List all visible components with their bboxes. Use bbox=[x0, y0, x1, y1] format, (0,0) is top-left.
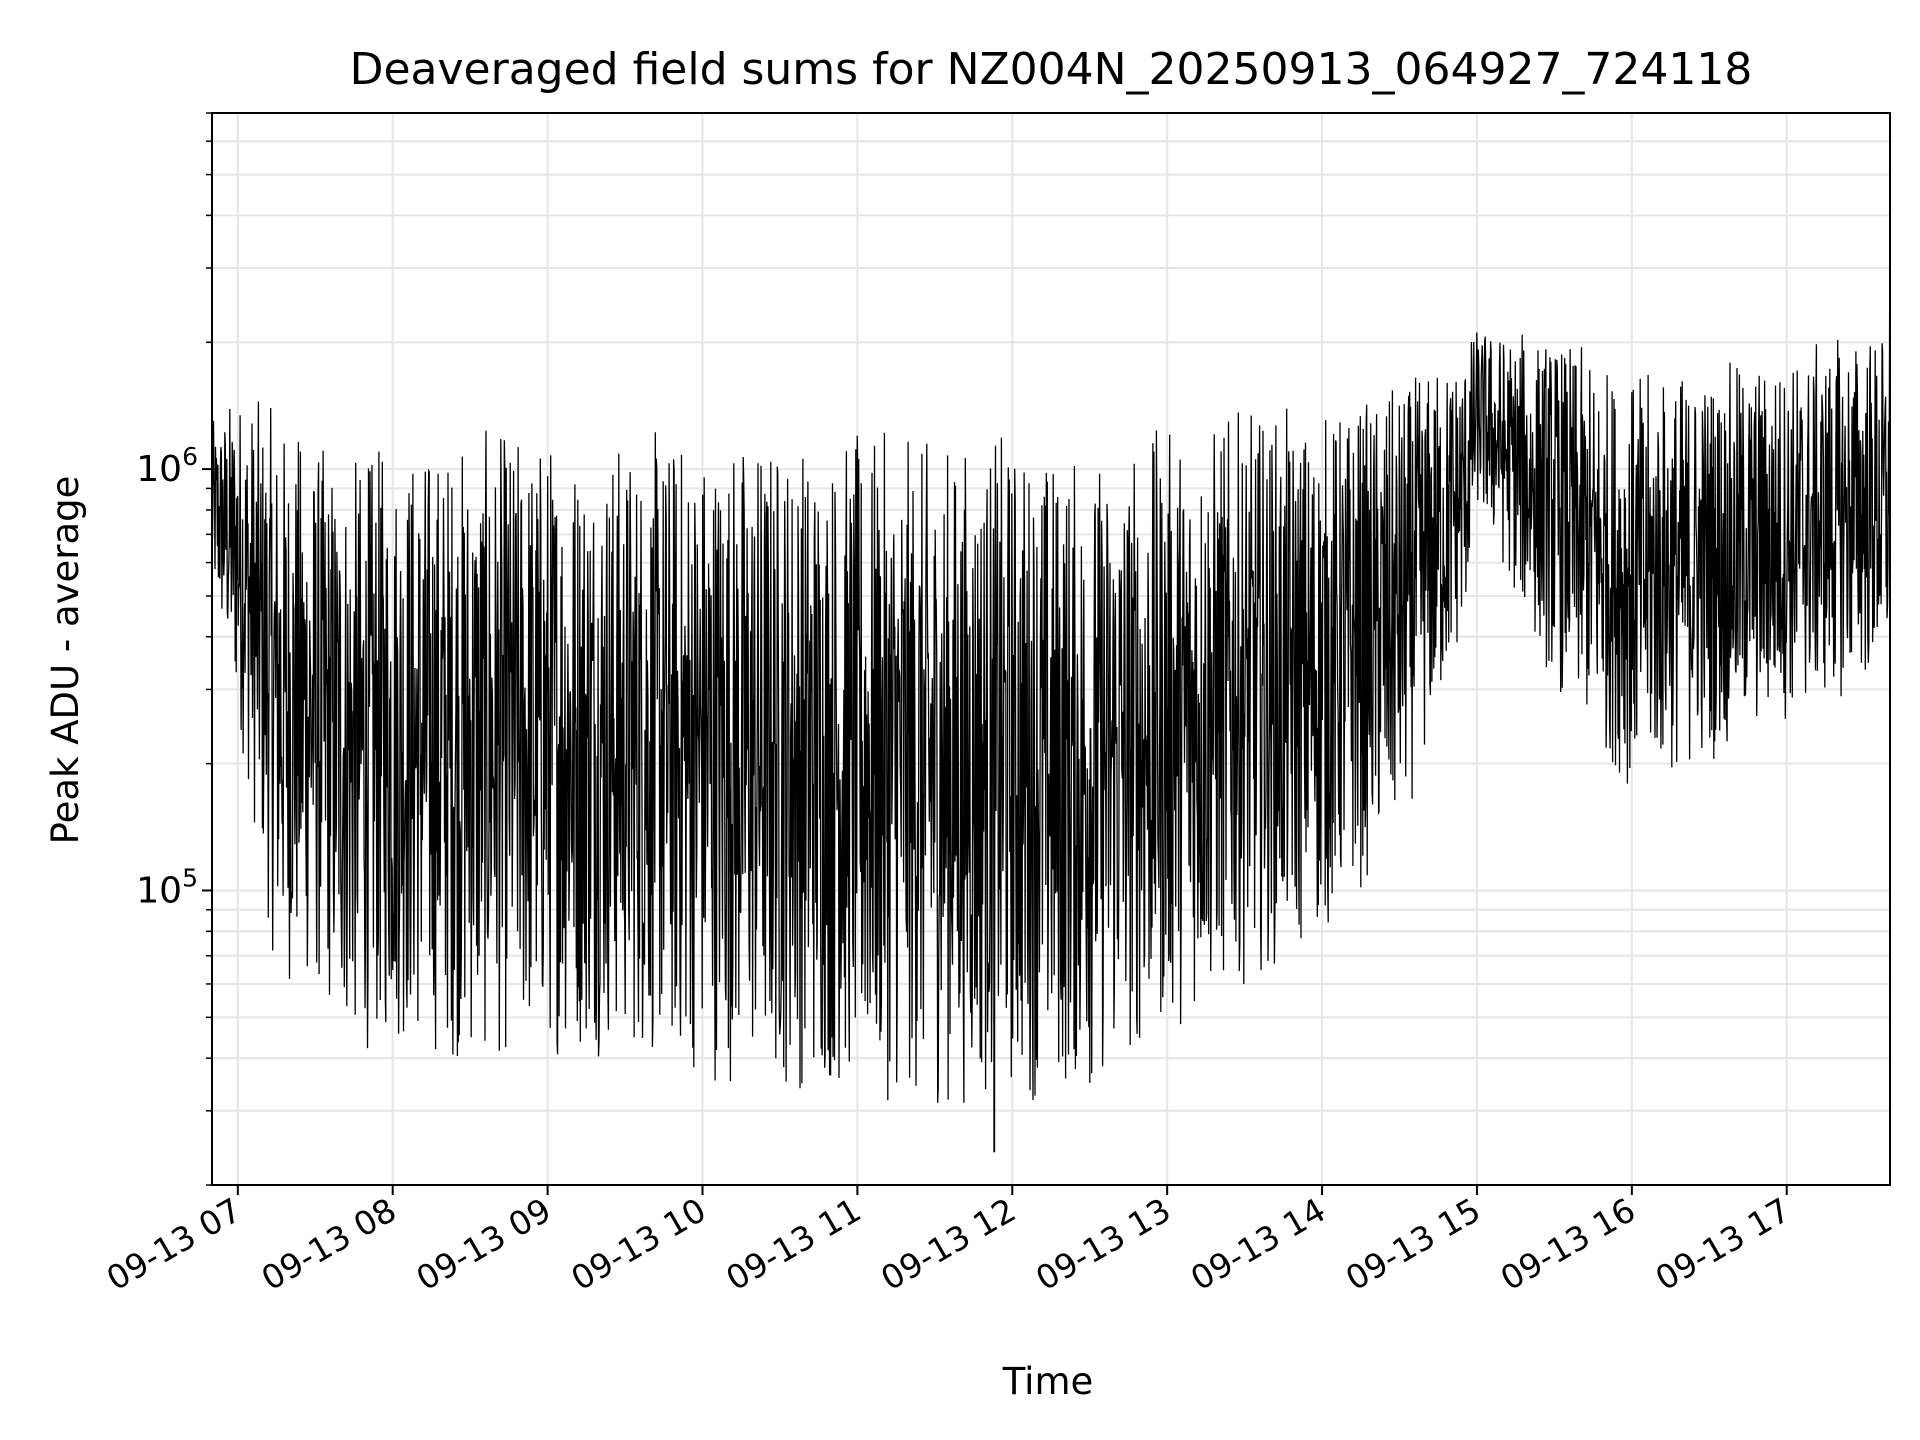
y-axis-label: Peak ADU - average bbox=[44, 476, 87, 845]
series-path bbox=[211, 170, 1891, 1153]
y-tick-label: 105 bbox=[136, 863, 198, 911]
x-axis-label: Time bbox=[1002, 1360, 1094, 1403]
y-tick-base: 10 bbox=[136, 870, 182, 911]
chart-title: Deaveraged field sums for NZ004N_2025091… bbox=[350, 44, 1753, 95]
y-tick-base: 10 bbox=[136, 449, 182, 490]
series-line bbox=[211, 170, 1891, 1153]
y-tick-exponent: 6 bbox=[182, 442, 198, 471]
plot-frame bbox=[211, 112, 1891, 1186]
y-tick-exponent: 5 bbox=[182, 863, 198, 892]
y-tick-label: 106 bbox=[136, 442, 198, 490]
